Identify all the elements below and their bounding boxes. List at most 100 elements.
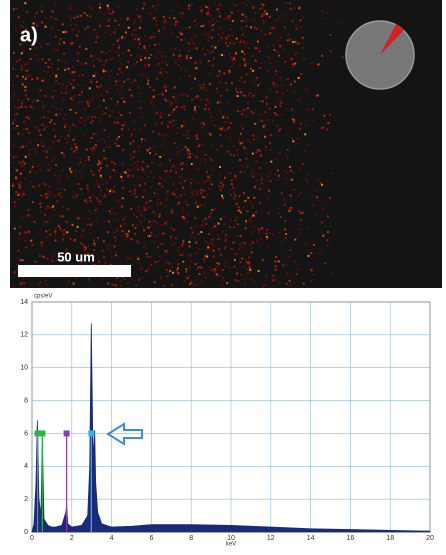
speckle — [285, 282, 288, 285]
speckle — [58, 193, 61, 196]
speckle — [43, 221, 46, 224]
speckle — [280, 192, 283, 195]
speckle — [244, 227, 247, 230]
speckle — [74, 169, 77, 172]
speckle — [54, 226, 57, 229]
speckle — [123, 80, 126, 83]
speckle — [175, 105, 178, 108]
speckle — [52, 252, 55, 255]
speckle — [289, 59, 292, 62]
speckle — [90, 55, 93, 58]
speckle — [261, 120, 264, 123]
speckle — [61, 169, 64, 172]
speckle — [62, 118, 65, 121]
speckle — [176, 267, 179, 270]
speckle — [169, 270, 172, 273]
speckle — [239, 170, 242, 173]
speckle — [177, 202, 180, 205]
speckle — [117, 199, 120, 202]
speckle — [31, 201, 34, 204]
speckle — [145, 49, 148, 52]
speckle — [194, 72, 197, 75]
speckle — [28, 132, 31, 135]
speckle — [316, 94, 319, 97]
speckle — [164, 250, 167, 253]
speckle — [202, 83, 205, 86]
speckle — [121, 229, 124, 232]
speckle — [80, 187, 83, 190]
speckle — [256, 227, 259, 230]
speckle — [194, 201, 197, 204]
speckle — [122, 149, 125, 152]
speckle — [225, 88, 228, 91]
speckle — [41, 10, 44, 13]
speckle — [178, 49, 181, 52]
speckle — [224, 239, 227, 242]
speckle — [128, 190, 131, 193]
speckle — [86, 201, 89, 204]
speckle — [39, 45, 42, 48]
speckle — [321, 18, 324, 21]
x-tick-label: 6 — [149, 535, 153, 542]
speckle — [18, 283, 21, 286]
speckle — [43, 116, 46, 119]
speckle — [100, 137, 103, 140]
speckle — [243, 41, 246, 44]
speckle — [88, 209, 91, 212]
speckle — [322, 234, 325, 237]
speckle — [54, 135, 57, 138]
speckle — [148, 235, 151, 238]
speckle — [265, 274, 268, 277]
speckle — [133, 150, 136, 153]
speckle — [226, 45, 229, 48]
speckle — [91, 98, 94, 101]
speckle — [182, 162, 185, 165]
speckle — [133, 29, 136, 32]
speckle — [319, 182, 322, 185]
speckle — [292, 171, 295, 174]
speckle — [68, 16, 71, 19]
speckle — [277, 178, 280, 181]
speckle — [206, 255, 209, 258]
speckle — [107, 25, 110, 28]
speckle — [175, 187, 178, 190]
speckle — [44, 17, 47, 20]
speckle — [45, 230, 48, 233]
speckle — [172, 271, 175, 274]
speckle — [149, 152, 152, 155]
speckle — [220, 128, 223, 131]
speckle — [98, 3, 101, 6]
speckle — [321, 221, 324, 224]
speckle — [98, 22, 101, 25]
speckle — [271, 81, 274, 84]
speckle — [49, 233, 52, 236]
speckle — [110, 161, 113, 164]
speckle — [209, 266, 212, 269]
speckle — [138, 219, 141, 222]
speckle — [24, 77, 27, 80]
speckle — [254, 11, 257, 14]
speckle — [135, 240, 138, 243]
speckle — [199, 158, 202, 161]
speckle — [242, 19, 245, 22]
speckle — [99, 193, 102, 196]
speckle — [174, 193, 177, 196]
speckle — [19, 25, 22, 28]
speckle — [100, 189, 103, 192]
speckle — [53, 233, 56, 236]
speckle — [247, 271, 250, 274]
speckle — [139, 267, 142, 270]
speckle — [67, 134, 70, 137]
speckle — [294, 62, 297, 65]
speckle — [143, 205, 146, 208]
element-marker-tag — [88, 430, 95, 437]
speckle — [302, 282, 305, 285]
speckle — [53, 128, 56, 131]
speckle — [124, 278, 127, 281]
speckle — [19, 172, 22, 175]
speckle — [163, 179, 166, 182]
speckle — [248, 256, 251, 259]
speckle — [223, 278, 226, 281]
speckle — [174, 48, 177, 51]
speckle — [201, 143, 204, 146]
